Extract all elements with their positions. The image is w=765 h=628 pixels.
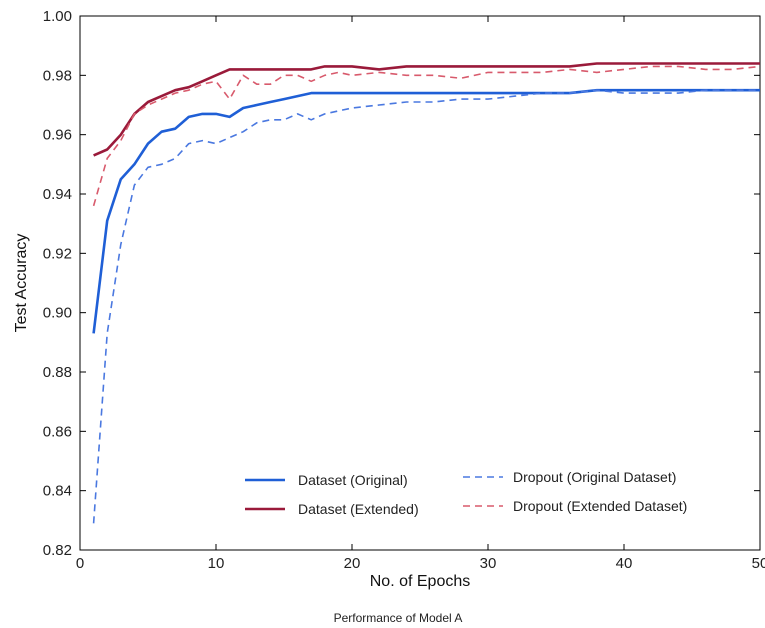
x-tick-label: 20	[344, 555, 361, 572]
legend: Dataset (Original) Dataset (Extended) Drop…	[245, 469, 687, 517]
series-layer	[92, 62, 761, 524]
y-axis-title: Test Accuracy	[13, 234, 30, 333]
x-tick-label: 0	[76, 555, 84, 572]
x-tick-label: 10	[208, 555, 225, 572]
y-tick-label: 0.98	[43, 67, 72, 84]
y-tick-label: 1.00	[43, 8, 72, 25]
chart-caption: Performance of Model A	[334, 611, 463, 625]
y-tick-label: 0.96	[43, 127, 72, 144]
y-tick-label: 0.90	[43, 305, 72, 322]
x-tick-label: 50	[752, 555, 765, 572]
series-line-dataset-extended	[93, 62, 760, 157]
legend-label: Dataset (Extended)	[298, 501, 419, 517]
y-tick-label: 0.86	[43, 423, 72, 440]
plot-area: 0 10 20 30 40 50 0.82 0.84 0.86 0.88 0.90 0.92 0.94…	[43, 8, 765, 572]
series-line-dropout-original-dataset	[92, 89, 760, 524]
y-tick-label: 0.92	[43, 245, 72, 262]
x-tick-label: 40	[616, 555, 633, 572]
y-tick-label: 0.94	[43, 186, 72, 203]
y-axis: 0.82 0.84 0.86 0.88 0.90 0.92 0.94 0.96 0.98 1.00	[43, 8, 760, 559]
legend-label: Dropout (Extended Dataset)	[513, 498, 687, 514]
y-tick-label: 0.88	[43, 364, 72, 381]
y-tick-label: 0.84	[43, 483, 72, 500]
y-tick-label: 0.82	[43, 542, 72, 559]
x-tick-label: 30	[480, 555, 497, 572]
legend-label: Dataset (Original)	[298, 472, 408, 488]
x-axis-title: No. of Epochs	[370, 573, 471, 590]
series-line-dataset-original	[92, 88, 760, 334]
plot-frame	[79, 15, 761, 551]
legend-label: Dropout (Original Dataset)	[513, 469, 676, 485]
x-axis: 0 10 20 30 40 50	[76, 16, 765, 572]
series-line-dropout-extended-dataset	[92, 65, 761, 207]
